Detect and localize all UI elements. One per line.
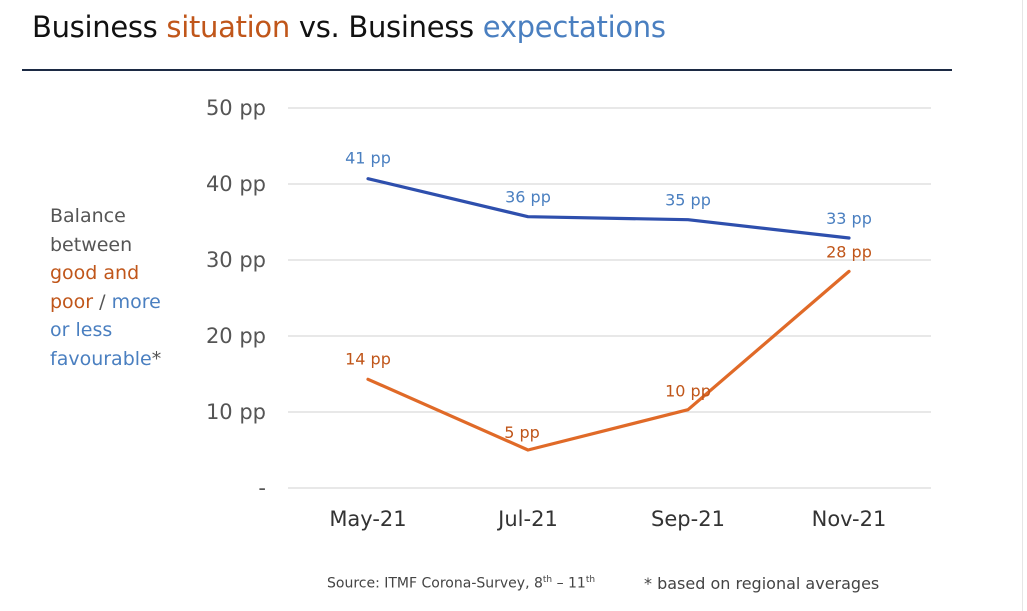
situation-data-label-may-21: 14 pp [345,349,391,368]
source-mid: – 11 [552,575,586,592]
ylabel-line-5: or less [50,319,113,341]
source-note: Source: ITMF Corona-Survey, 8th – 11th [327,575,595,592]
title-part-vs-business: vs. Business [289,10,483,44]
page-edge-rule [1022,0,1023,611]
title-part-business: Business [32,10,167,44]
ylabel-favourable: favourable [50,347,152,370]
expectations-data-label-may-21: 41 pp [345,149,391,168]
y-tick-label-30: 30 pp [206,248,266,272]
x-tick-label-sep-21: Sep-21 [651,507,725,531]
expectations-line [366,177,851,240]
ylabel-more: more [111,290,161,313]
expectations-data-label-sep-21: 35 pp [665,191,711,210]
ylabel-poor: poor [50,290,94,313]
title-part-situation: situation [166,10,290,44]
ylabel-line-3: good and [50,262,140,284]
source-sup-1: th [542,575,553,585]
source-prefix: Source: ITMF Corona-Survey, 8 [327,575,543,592]
title-part-expectations: expectations [482,10,666,44]
ylabel-line-6: favourable* [50,345,200,374]
y-tick-label-0: - [258,476,266,500]
chart-title: Business situation vs. Business expectat… [32,10,666,44]
x-tick-label-nov-21: Nov-21 [812,507,887,531]
y-tick-label-50: 50 pp [206,96,266,120]
ylabel-line-1: Balance [50,205,126,227]
source-sup-2: th [585,575,596,585]
situation-line [366,269,851,452]
ylabel-asterisk: * [151,347,162,370]
expectations-data-label-nov-21: 33 pp [826,209,872,228]
y-axis-label: Balance between good and poor / more or … [50,202,200,373]
situation-data-label-jul-21: 5 pp [504,423,540,442]
y-tick-label-20: 20 pp [206,324,266,348]
ylabel-slash: / [93,290,112,313]
y-tick-label-40: 40 pp [206,172,266,196]
y-tick-label-10: 10 pp [206,400,266,424]
title-divider [22,69,952,71]
situation-data-label-nov-21: 28 pp [826,242,872,261]
expectations-data-label-jul-21: 36 pp [505,188,551,207]
ylabel-line-4: poor / more [50,288,200,317]
situation-data-label-sep-21: 10 pp [665,382,711,401]
x-tick-label-may-21: May-21 [329,507,406,531]
x-tick-label-jul-21: Jul-21 [496,507,558,531]
footnote: * based on regional averages [644,574,880,593]
ylabel-line-2: between [50,233,133,256]
